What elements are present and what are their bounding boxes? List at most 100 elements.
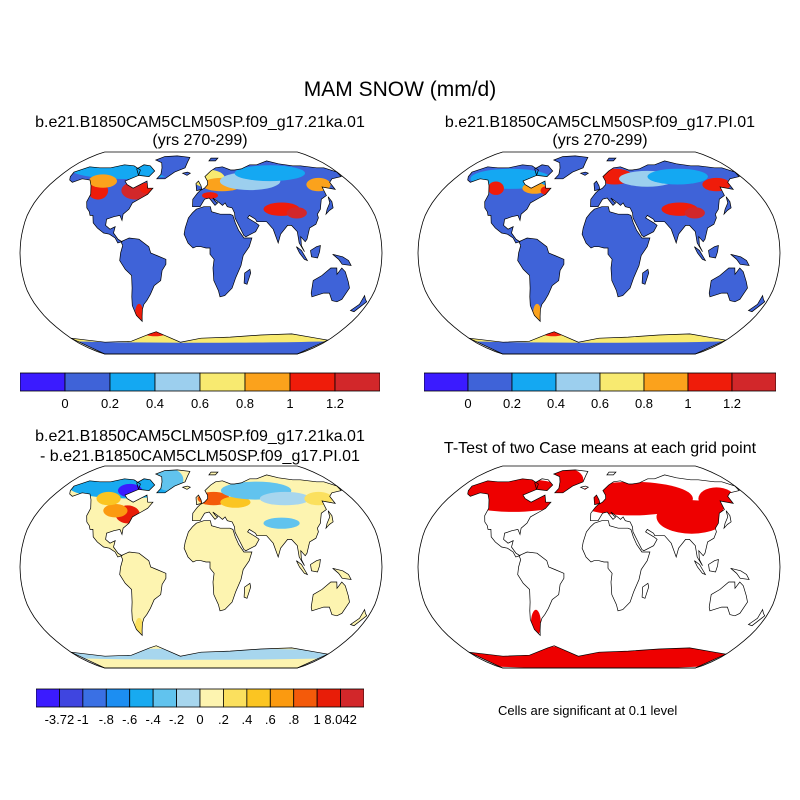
greenland-coastline [552, 155, 589, 180]
colorbar-box [105, 688, 131, 708]
africa-coastline [183, 206, 253, 298]
australia-coastline [708, 581, 748, 617]
colorbar-box [289, 372, 336, 392]
colorbar-box [467, 372, 513, 392]
new-guinea-coastline [730, 567, 750, 580]
colorbar-box [176, 688, 201, 708]
borneo-coastline [310, 559, 321, 573]
snow-field-cell [259, 491, 311, 506]
colorbar-box [293, 688, 318, 708]
new-zealand-coastline [349, 294, 368, 313]
colorbar-tick-label: 1 [286, 396, 294, 411]
colorbar-box [64, 372, 111, 392]
panel-2-subtitle: (yrs 270-299) [552, 132, 648, 149]
map-panel-difference [19, 465, 383, 669]
africa-coastline [581, 206, 651, 298]
colorbar-tick-label: 0.6 [590, 396, 610, 411]
new-guinea-coastline [332, 567, 352, 580]
snow-field-cell [202, 192, 218, 199]
colorbar-box [82, 688, 107, 708]
colorbar-box [316, 688, 341, 708]
map-panel-21ka [19, 151, 383, 355]
colorbar-box [246, 688, 271, 708]
north-america-coastline [69, 164, 154, 244]
greenland-coastline [154, 155, 191, 180]
madagascar-coastline [641, 268, 650, 285]
north-america-coastline [69, 478, 154, 558]
greenland-coastline [154, 469, 191, 494]
japan-coastline [723, 196, 732, 216]
new-guinea-coastline [332, 253, 352, 266]
south-america-coastline [119, 551, 167, 637]
svalbard-coastline [606, 157, 617, 162]
snow-field-cell [103, 504, 128, 518]
colorbar-box [340, 688, 364, 708]
panel-3-title: b.e21.B1850CAM5CLM50SP.f09_g17.21ka.01 [35, 428, 365, 445]
colorbar-tick-label: -.6 [122, 712, 138, 727]
british-isles-coastline [593, 180, 601, 192]
japan-coastline [325, 510, 334, 530]
colorbar-box [20, 372, 66, 392]
new-zealand-coastline [747, 608, 766, 627]
colorbar-box [555, 372, 601, 392]
baffin-coastline [534, 164, 554, 177]
colorbar-tick-label: 0.2 [100, 396, 120, 411]
colorbar-tick-label: -.8 [98, 712, 114, 727]
svalbard-coastline [208, 471, 219, 476]
colorbar-box [223, 688, 248, 708]
antarctica-coastline [70, 645, 329, 669]
panel-1-subtitle: (yrs 270-299) [152, 132, 248, 149]
colorbar-21ka [20, 372, 380, 392]
colorbar-box [199, 372, 246, 392]
colorbar-tick-label: .4 [241, 712, 253, 727]
colorbar-tick-label: .6 [264, 712, 276, 727]
map-panel-ttest [417, 465, 781, 669]
colorbar-tick-label: 0.8 [634, 396, 654, 411]
australia-coastline [310, 581, 350, 617]
svalbard-coastline [208, 157, 219, 162]
colorbar-tick-label: 0.4 [546, 396, 566, 411]
colorbar-box [36, 688, 60, 708]
snow-field-cell [684, 207, 705, 219]
colorbar-tick-label: -1 [77, 712, 89, 727]
colorbar-box [599, 372, 645, 392]
panel-1-title: b.e21.B1850CAM5CLM50SP.f09_g17.21ka.01 [35, 114, 365, 131]
colorbar-tick-label: 8.042 [324, 712, 357, 727]
eurasia-coastline [590, 474, 740, 566]
map-border [19, 465, 383, 669]
colorbar-tick-label: 0 [61, 396, 69, 411]
colorbar-box [731, 372, 776, 392]
colorbar-tick-label: .8 [288, 712, 300, 727]
map-border [417, 151, 781, 355]
new-zealand-coastline [349, 608, 368, 627]
colorbar-tick-label: .2 [217, 712, 229, 727]
colorbar-tick-label: 1 [684, 396, 692, 411]
iceland-coastline [181, 171, 192, 176]
iceland-coastline [579, 171, 590, 176]
south-america-coastline [517, 551, 565, 637]
madagascar-coastline [243, 582, 252, 599]
baffin-coastline [534, 478, 554, 491]
colorbar-tick-label: 1.2 [325, 396, 345, 411]
colorbar-tick-label: 0.2 [502, 396, 522, 411]
colorbar-tick-label: 0.8 [235, 396, 255, 411]
colorbar-tick-label: 1 [313, 712, 321, 727]
sumatra-coastline [694, 560, 707, 576]
colorbar-box [269, 688, 295, 708]
eurasia-coastline [192, 474, 342, 566]
africa-coastline [183, 520, 253, 612]
greenland-coastline [552, 469, 589, 494]
borneo-coastline [310, 245, 321, 259]
colorbar-box [244, 372, 291, 392]
eurasia-coastline [192, 160, 342, 252]
new-guinea-coastline [730, 253, 750, 266]
colorbar-box [334, 372, 380, 392]
australia-coastline [310, 267, 350, 303]
iceland-coastline [579, 485, 590, 490]
colorbar-tick-label: -.2 [169, 712, 185, 727]
iceland-coastline [181, 485, 192, 490]
colorbar-tick-label: 0.4 [145, 396, 165, 411]
south-america-coastline [119, 237, 167, 323]
colorbar-tick-label: 1.2 [722, 396, 742, 411]
new-zealand-coastline [747, 294, 766, 313]
